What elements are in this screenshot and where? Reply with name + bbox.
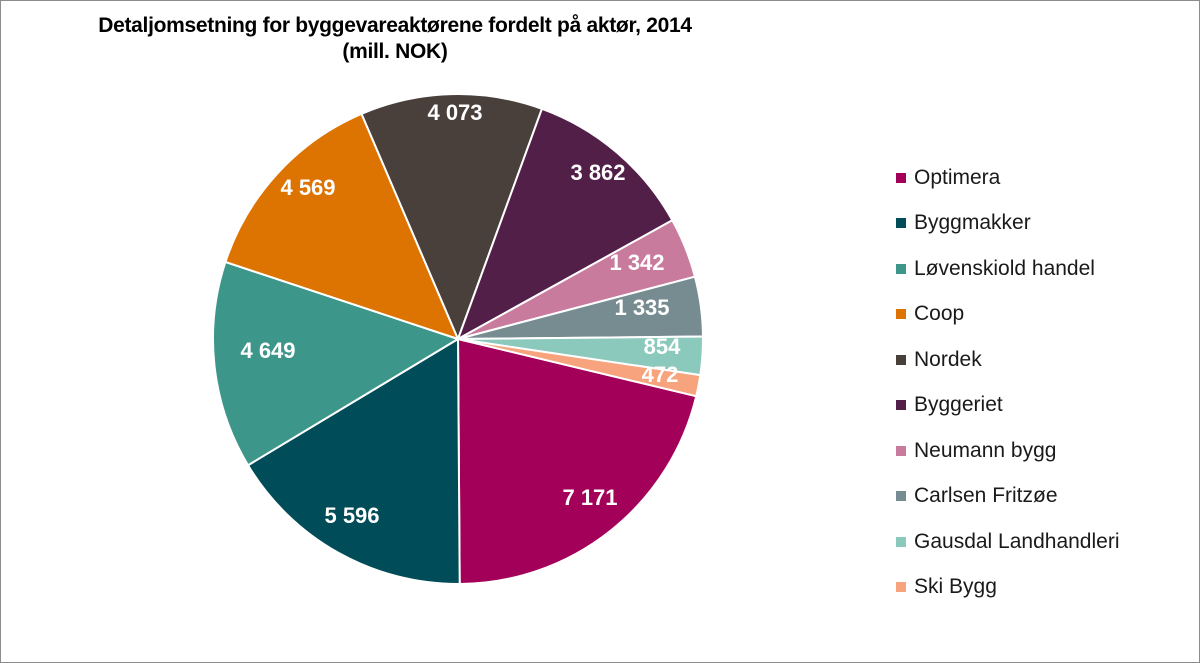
legend-swatch [896,400,906,411]
legend-label: Coop [914,302,965,326]
legend-swatch [896,354,906,365]
chart-title: Detaljomsetning for byggevareaktørene fo… [5,13,785,65]
legend-label: Byggmakker [914,211,1031,235]
pie-slice-coop [224,112,460,341]
legend-item: Nordek [896,337,1120,383]
legend-item: Coop [896,292,1120,338]
legend-label: Ski Bygg [914,575,997,599]
legend-item: Løvenskiold handel [896,246,1120,292]
data-label: 1 342 [609,250,664,275]
data-label: 4 649 [240,338,295,363]
chart-legend: Optimera Byggmakker Løvenskiold handel Coop… [896,155,1120,610]
legend-swatch [896,172,906,183]
data-label: 4 073 [427,100,482,125]
pie-slice-byggmakker [246,337,461,585]
legend-item: Optimera [896,155,1120,201]
legend-swatch [896,491,906,502]
data-label: 7 171 [562,485,617,510]
pie-slice-nordek [360,93,544,342]
data-label: 472 [642,362,679,387]
legend-swatch [896,582,906,593]
chart-title-line: Detaljomsetning for byggevareaktørene fo… [98,14,692,37]
data-label: 4 569 [280,175,335,200]
legend-item: Neumann bygg [896,428,1120,474]
data-label: 1 335 [614,295,669,320]
pie-slice-byggeriet [456,107,674,342]
legend-label: Neumann bygg [914,438,1057,462]
legend-label: Byggeriet [914,393,1003,417]
legend-label: Nordek [914,347,982,371]
legend-label: Carlsen Fritzøe [914,484,1058,508]
legend-swatch [896,309,906,320]
pie-slice-optimera [456,337,698,586]
legend-item: Byggmakker [896,201,1120,247]
legend-item: Gausdal Landhandleri [896,519,1120,565]
chart-subtitle: (mill. NOK) [342,40,448,63]
legend-item: Byggeriet [896,383,1120,429]
legend-swatch [896,263,906,274]
legend-item: Carlsen Fritzøe [896,474,1120,520]
legend-swatch [896,536,906,547]
pie-slice-løvenskiold-handel [212,260,461,467]
legend-swatch [896,218,906,229]
data-label: 854 [644,334,681,359]
data-label: 3 862 [570,160,625,185]
data-label: 5 596 [324,503,379,528]
legend-item: Ski Bygg [896,565,1120,611]
legend-swatch [896,445,906,456]
legend-label: Løvenskiold handel [914,256,1095,280]
legend-label: Gausdal Landhandleri [914,529,1120,553]
pie-slice-ski-bygg [457,338,702,398]
legend-label: Optimera [914,165,1001,189]
